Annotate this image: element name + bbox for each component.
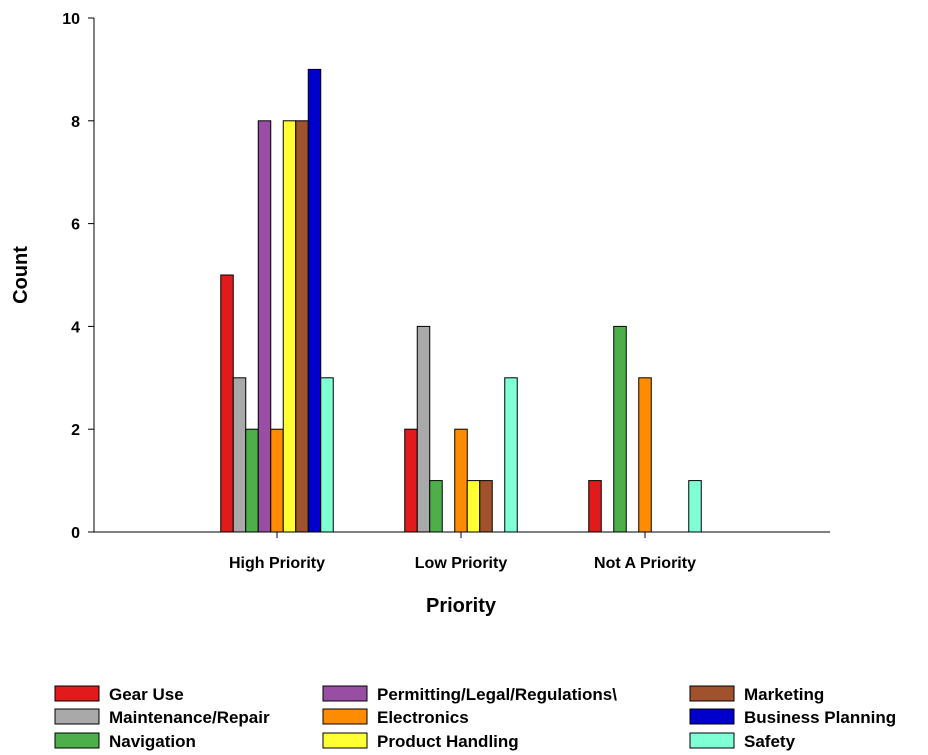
plot-area	[220, 68, 702, 533]
bar-product-handling-1	[466, 480, 481, 533]
bar-navigation-2	[613, 325, 627, 533]
legend-label: Product Handling	[377, 732, 519, 751]
bar-navigation-1	[429, 480, 443, 533]
y-tick-label: 2	[71, 422, 80, 439]
legend-swatch	[689, 732, 735, 749]
bar-safety-1	[504, 377, 518, 533]
bar-permitting-legal-regulations-0	[257, 120, 272, 533]
y-tick-label: 4	[71, 319, 80, 336]
legend-label: Navigation	[109, 732, 196, 751]
legend-label: Marketing	[744, 685, 824, 704]
bar-electronics-0	[270, 428, 284, 533]
y-tick-label: 8	[71, 114, 80, 131]
y-tick-label: 10	[62, 11, 80, 28]
legend-swatch	[54, 732, 100, 749]
x-tick-label: High Priority	[229, 555, 325, 572]
legend-swatch	[689, 708, 735, 725]
legend-swatch	[689, 685, 735, 702]
y-axis-title: Count	[10, 246, 32, 304]
bar-gear-use-1	[404, 428, 418, 533]
bar-maintenance-repair-1	[416, 325, 431, 533]
bar-electronics-2	[638, 377, 652, 533]
bar-gear-use-0	[220, 274, 234, 533]
bar-safety-2	[688, 480, 702, 533]
bar-maintenance-repair-0	[232, 377, 247, 533]
legend-label: Safety	[744, 732, 796, 751]
bar-safety-0	[320, 377, 334, 533]
legend-label: Permitting/Legal/Regulations\	[377, 685, 617, 704]
legend-swatch	[322, 708, 368, 725]
y-axis-ticks: 0 2 4 6 8 10	[62, 11, 94, 542]
y-tick-label: 0	[71, 525, 80, 542]
legend-swatch	[54, 708, 100, 725]
bar-electronics-1	[454, 428, 468, 533]
bar-navigation-0	[245, 428, 259, 533]
bar-gear-use-2	[588, 480, 602, 533]
y-tick-label: 6	[71, 217, 80, 234]
x-axis-ticks: High Priority Low Priority Not A Priority	[229, 532, 696, 572]
x-tick-label: Not A Priority	[594, 555, 696, 572]
bar-business-planning-0	[307, 68, 322, 533]
legend-swatch	[322, 732, 368, 749]
legend: Gear Use Maintenance/Repair Navigation Perm…	[54, 685, 896, 751]
legend-label: Gear Use	[109, 685, 184, 704]
bar-product-handling-0	[282, 120, 297, 533]
legend-label: Maintenance/Repair	[109, 708, 270, 727]
legend-label: Electronics	[377, 708, 469, 727]
legend-swatch	[54, 685, 100, 702]
x-tick-label: Low Priority	[415, 555, 508, 572]
bar-marketing-0	[295, 120, 309, 533]
legend-label: Business Planning	[744, 708, 896, 727]
bar-marketing-1	[479, 480, 493, 533]
legend-swatch	[322, 685, 368, 702]
x-axis-title: Priority	[426, 595, 497, 617]
